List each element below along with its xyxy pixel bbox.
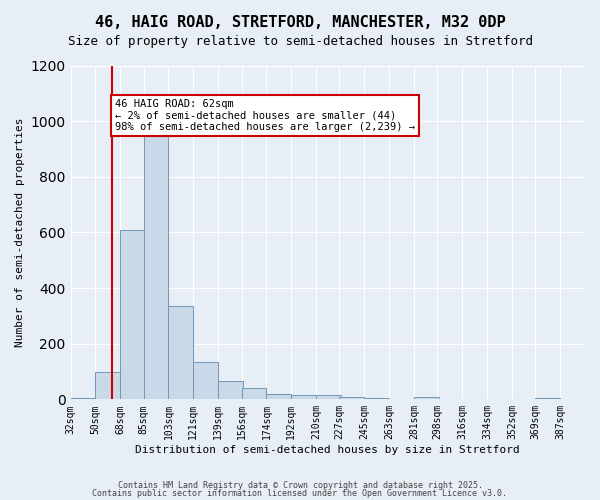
Bar (535, 398, 560, 400)
Bar (120, 230, 145, 400)
Bar (340, 397, 364, 400)
Bar (218, 382, 243, 400)
Bar (95, 372, 120, 400)
Text: Contains public sector information licensed under the Open Government Licence v3: Contains public sector information licen… (92, 488, 508, 498)
Bar (291, 395, 316, 400)
Text: Contains HM Land Registry data © Crown copyright and database right 2025.: Contains HM Land Registry data © Crown c… (118, 481, 482, 490)
Bar (169, 306, 193, 400)
Bar (71, 398, 95, 400)
Y-axis label: Number of semi-detached properties: Number of semi-detached properties (15, 118, 25, 347)
Bar (266, 394, 291, 400)
Bar (316, 395, 341, 400)
Bar (193, 362, 218, 400)
Text: 46, HAIG ROAD, STRETFORD, MANCHESTER, M32 0DP: 46, HAIG ROAD, STRETFORD, MANCHESTER, M3… (95, 15, 505, 30)
Text: 46 HAIG ROAD: 62sqm
← 2% of semi-detached houses are smaller (44)
98% of semi-de: 46 HAIG ROAD: 62sqm ← 2% of semi-detache… (115, 99, 415, 132)
Bar (242, 388, 266, 400)
Text: Size of property relative to semi-detached houses in Stretford: Size of property relative to semi-detach… (67, 35, 533, 48)
X-axis label: Distribution of semi-detached houses by size in Stretford: Distribution of semi-detached houses by … (136, 445, 520, 455)
Bar (414, 397, 439, 400)
Bar (364, 398, 389, 400)
Bar (143, 132, 169, 400)
